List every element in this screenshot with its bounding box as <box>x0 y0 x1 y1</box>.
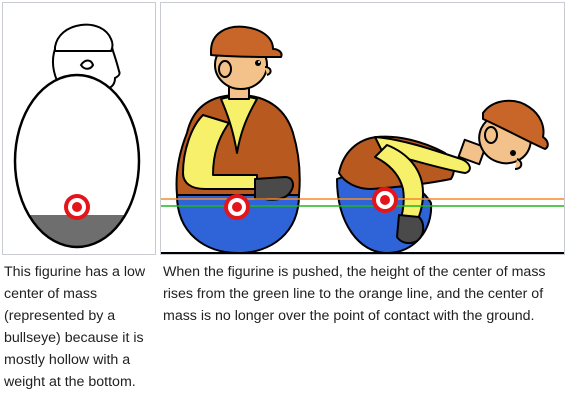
right-caption: When the figurine is pushed, the height … <box>163 264 546 324</box>
left-caption: This figurine has a low center of mass (… <box>4 264 146 390</box>
bullseye-icon <box>372 187 398 213</box>
hollow-figurine-illustration <box>13 23 141 249</box>
bullseye-icon <box>224 194 250 220</box>
egg-body <box>13 73 141 249</box>
pushed-figurine-panel <box>160 2 565 255</box>
tilted-figurine <box>336 99 549 254</box>
tilting-figurine-illustration <box>161 25 564 254</box>
upright-figurine <box>175 25 301 254</box>
bullseye-icon <box>64 194 90 220</box>
hollow-figurine-panel <box>2 2 156 255</box>
